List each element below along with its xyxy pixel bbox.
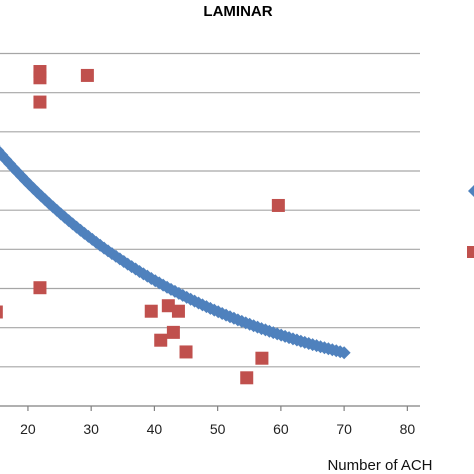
data-point-8 bbox=[161, 299, 175, 313]
x-tick-label-80: 80 bbox=[400, 421, 416, 437]
data-point-1 bbox=[33, 281, 47, 295]
data-series bbox=[0, 65, 285, 385]
data-point-11 bbox=[179, 345, 193, 359]
data-point-7 bbox=[154, 333, 168, 347]
fit-marker bbox=[0, 152, 13, 166]
x-axis-label: Number of ACH bbox=[327, 457, 432, 474]
data-point-2 bbox=[33, 95, 47, 109]
x-tick-label-50: 50 bbox=[210, 421, 226, 437]
data-point-12 bbox=[240, 371, 254, 385]
data-point-0 bbox=[0, 305, 3, 319]
fit-marker bbox=[105, 247, 119, 261]
data-point-6 bbox=[144, 304, 158, 318]
x-tick-label-70: 70 bbox=[336, 421, 352, 437]
gridlines bbox=[0, 52, 420, 368]
data-point-9 bbox=[166, 325, 180, 339]
trend-series bbox=[0, 145, 474, 360]
x-tick-label-40: 40 bbox=[147, 421, 163, 437]
data-point-4 bbox=[33, 65, 47, 79]
x-tick-labels: 20 30 40 50 60 70 80 bbox=[20, 406, 415, 437]
data-point-13 bbox=[255, 351, 269, 365]
legend-square-marker bbox=[467, 246, 474, 258]
chart-title: LAMINAR bbox=[203, 3, 272, 20]
x-tick-label-20: 20 bbox=[20, 421, 36, 437]
data-point-14 bbox=[271, 198, 285, 212]
fit-marker bbox=[337, 346, 351, 360]
x-tick-label-30: 30 bbox=[83, 421, 99, 437]
data-point-10 bbox=[171, 304, 185, 318]
fit-marker bbox=[54, 207, 68, 221]
x-tick-label-60: 60 bbox=[273, 421, 289, 437]
data-point-5 bbox=[80, 68, 94, 82]
legend-diamond-marker bbox=[468, 185, 474, 197]
